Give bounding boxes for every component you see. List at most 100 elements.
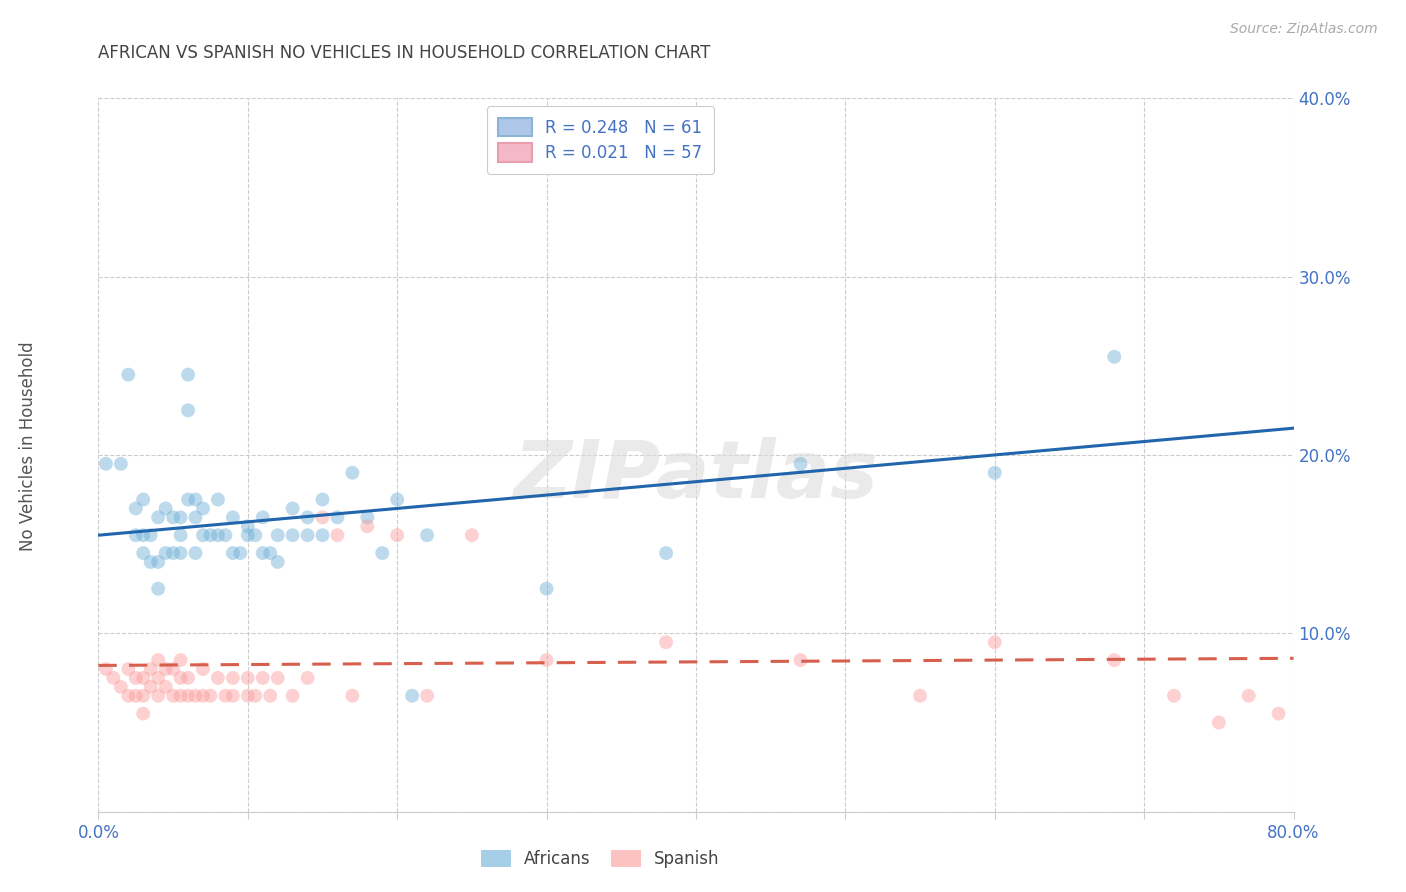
Point	[789, 457, 811, 471]
Point	[94, 457, 117, 471]
Point	[1208, 715, 1230, 730]
Point	[297, 671, 319, 685]
Point	[125, 528, 148, 542]
Point	[148, 582, 170, 596]
Point	[342, 466, 364, 480]
Point	[281, 501, 304, 516]
Point	[162, 662, 184, 676]
Point	[311, 510, 333, 524]
Point	[356, 519, 378, 533]
Point	[222, 671, 245, 685]
Point	[139, 662, 162, 676]
Point	[200, 689, 222, 703]
Point	[110, 457, 132, 471]
Point	[214, 689, 236, 703]
Point	[169, 510, 191, 524]
Point	[222, 510, 245, 524]
Point	[1104, 653, 1126, 667]
Point	[236, 519, 259, 533]
Point	[1237, 689, 1260, 703]
Point	[536, 582, 558, 596]
Point	[1163, 689, 1185, 703]
Point	[155, 501, 177, 516]
Point	[207, 492, 229, 507]
Point	[103, 671, 125, 685]
Point	[342, 689, 364, 703]
Point	[416, 528, 439, 542]
Text: No Vehicles in Household: No Vehicles in Household	[20, 341, 37, 551]
Point	[200, 528, 222, 542]
Point	[1267, 706, 1289, 721]
Point	[148, 653, 170, 667]
Point	[245, 689, 267, 703]
Point	[125, 501, 148, 516]
Point	[236, 528, 259, 542]
Point	[117, 689, 139, 703]
Point	[259, 546, 281, 560]
Point	[132, 492, 155, 507]
Point	[385, 492, 409, 507]
Point	[236, 671, 259, 685]
Point	[184, 510, 207, 524]
Point	[139, 555, 162, 569]
Point	[236, 689, 259, 703]
Point	[184, 546, 207, 560]
Legend: Africans, Spanish: Africans, Spanish	[474, 843, 727, 875]
Point	[267, 555, 290, 569]
Point	[169, 528, 191, 542]
Point	[148, 555, 170, 569]
Point	[536, 653, 558, 667]
Point	[162, 689, 184, 703]
Point	[117, 662, 139, 676]
Point	[148, 689, 170, 703]
Point	[169, 653, 191, 667]
Point	[177, 671, 200, 685]
Point	[252, 671, 274, 685]
Point	[229, 546, 252, 560]
Point	[461, 528, 484, 542]
Point	[117, 368, 139, 382]
Point	[214, 528, 236, 542]
Point	[139, 528, 162, 542]
Point	[655, 635, 678, 649]
Point	[222, 689, 245, 703]
Point	[155, 680, 177, 694]
Point	[191, 501, 214, 516]
Point	[155, 662, 177, 676]
Text: ZIPatlas: ZIPatlas	[513, 437, 879, 516]
Point	[125, 689, 148, 703]
Point	[191, 689, 214, 703]
Point	[401, 689, 423, 703]
Point	[326, 510, 349, 524]
Point	[132, 706, 155, 721]
Point	[297, 528, 319, 542]
Point	[191, 662, 214, 676]
Point	[184, 492, 207, 507]
Point	[94, 662, 117, 676]
Point	[207, 528, 229, 542]
Point	[267, 671, 290, 685]
Point	[311, 528, 333, 542]
Point	[132, 546, 155, 560]
Point	[139, 680, 162, 694]
Point	[1104, 350, 1126, 364]
Point	[356, 510, 378, 524]
Point	[207, 671, 229, 685]
Point	[155, 546, 177, 560]
Point	[789, 653, 811, 667]
Point	[125, 671, 148, 685]
Point	[132, 528, 155, 542]
Point	[177, 689, 200, 703]
Point	[655, 546, 678, 560]
Point	[252, 546, 274, 560]
Point	[110, 680, 132, 694]
Point	[281, 689, 304, 703]
Point	[177, 368, 200, 382]
Point	[191, 528, 214, 542]
Point	[148, 510, 170, 524]
Text: AFRICAN VS SPANISH NO VEHICLES IN HOUSEHOLD CORRELATION CHART: AFRICAN VS SPANISH NO VEHICLES IN HOUSEH…	[98, 45, 711, 62]
Point	[184, 689, 207, 703]
Point	[132, 671, 155, 685]
Point	[162, 546, 184, 560]
Point	[252, 510, 274, 524]
